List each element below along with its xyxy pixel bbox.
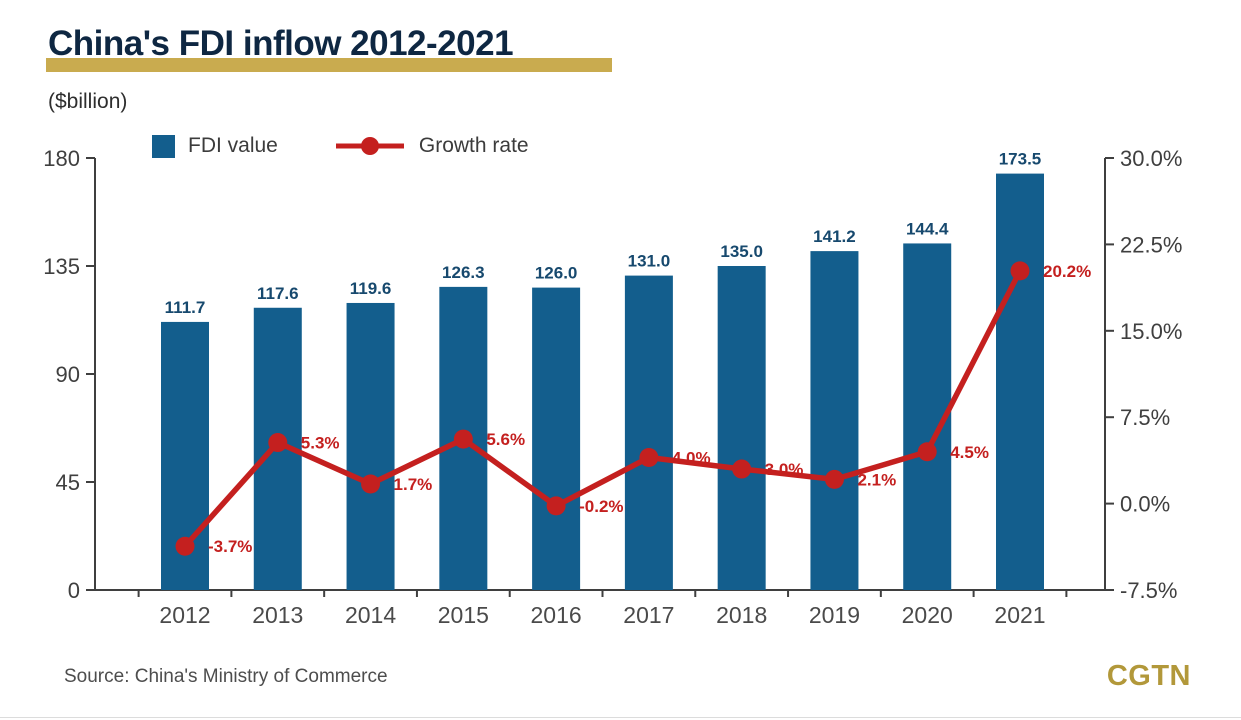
growth-point — [917, 442, 937, 462]
bar-value-label: 126.0 — [535, 264, 578, 283]
cgtn-logo: CGTN — [1106, 660, 1191, 692]
x-axis-year-label: 2021 — [994, 602, 1045, 628]
growth-value-label: 4.0% — [672, 449, 711, 468]
growth-point — [732, 459, 752, 479]
x-axis-year-label: 2016 — [531, 602, 582, 628]
legend-dot — [360, 137, 379, 155]
source-text: Source: China's Ministry of Commerce — [64, 666, 388, 687]
bar-value-label: 117.6 — [257, 284, 299, 303]
growth-point — [175, 536, 195, 556]
bar-value-label: 173.5 — [999, 150, 1042, 169]
bottom-divider — [0, 717, 1241, 718]
legend-label-growth-rate: Growth rate — [418, 134, 529, 157]
growth-value-label: 3.0% — [765, 460, 804, 479]
bar-value-label: 135.0 — [720, 242, 763, 261]
x-axis-year-label: 2015 — [438, 602, 489, 628]
bar-value-label: 119.6 — [350, 279, 392, 298]
growth-point — [268, 433, 288, 453]
fdi-bar — [346, 302, 395, 590]
legend-item-growth-rate: Growth rate — [334, 134, 529, 158]
growth-point — [361, 474, 381, 494]
left-axis-tick-label: 45 — [56, 470, 80, 495]
bar-value-label: 144.4 — [906, 219, 949, 238]
fdi-bar — [624, 275, 673, 590]
growth-point — [546, 496, 566, 516]
fdi-bar — [810, 251, 859, 590]
unit-label: ($billion) — [48, 90, 128, 113]
growth-value-label: 2.1% — [857, 470, 896, 489]
x-axis-year-label: 2014 — [345, 602, 396, 628]
x-axis-year-label: 2020 — [902, 602, 953, 628]
growth-rate-line-icon — [335, 137, 404, 155]
right-axis-tick-label: 0.0% — [1120, 492, 1170, 517]
growth-value-label: 20.2% — [1043, 262, 1091, 281]
bar-value-label: 131.0 — [628, 252, 671, 271]
left-axis-tick-label: 180 — [43, 146, 80, 171]
right-axis-tick-label: 7.5% — [1120, 405, 1170, 430]
page-title: China's FDI inflow 2012-2021 — [48, 24, 514, 63]
bar-value-label: 141.2 — [813, 227, 856, 246]
title-highlight-bar — [46, 58, 612, 72]
x-axis-year-label: 2018 — [716, 602, 767, 628]
left-axis-tick-label: 90 — [56, 362, 80, 387]
bar-value-label: 111.7 — [165, 298, 206, 317]
legend-label-fdi-value: FDI value — [188, 134, 278, 157]
growth-value-label: 4.5% — [950, 443, 989, 462]
growth-point — [1010, 261, 1030, 281]
x-axis-year-label: 2013 — [252, 602, 303, 628]
right-axis-tick-label: 30.0% — [1120, 146, 1182, 171]
growth-point — [824, 469, 844, 489]
bar-value-label: 126.3 — [442, 263, 485, 282]
fdi-bar — [717, 266, 766, 590]
growth-value-label: -0.2% — [579, 497, 623, 516]
chart-legend: FDI value Growth rate — [152, 134, 529, 158]
x-axis-year-label: 2012 — [159, 602, 210, 628]
right-axis-tick-label: 15.0% — [1120, 319, 1182, 344]
growth-value-label: 5.6% — [486, 430, 525, 449]
left-axis-tick-label: 135 — [43, 254, 80, 279]
growth-value-label: 5.3% — [301, 434, 340, 453]
chart-svg: 0 45 90 135 180 -7.5% 0.0% 7.5% 15.0% 22.5% 30.0% 2… — [43, 146, 1182, 628]
left-axis-tick-label: 0 — [68, 578, 80, 603]
growth-value-label: -3.7% — [208, 537, 252, 556]
growth-value-label: 1.7% — [394, 475, 433, 494]
x-axis-year-label: 2019 — [809, 602, 860, 628]
growth-point — [639, 448, 659, 468]
x-axis-year-label: 2017 — [623, 602, 674, 628]
fdi-bar — [996, 173, 1044, 590]
legend-item-fdi-value: FDI value — [152, 134, 278, 158]
right-axis-tick-label: 22.5% — [1120, 232, 1182, 257]
fdi-value-swatch-icon — [152, 134, 175, 158]
right-axis-tick-label: -7.5% — [1120, 578, 1177, 603]
growth-line — [182, 268, 1023, 549]
fdi-bar — [532, 287, 581, 590]
growth-point — [453, 429, 473, 449]
